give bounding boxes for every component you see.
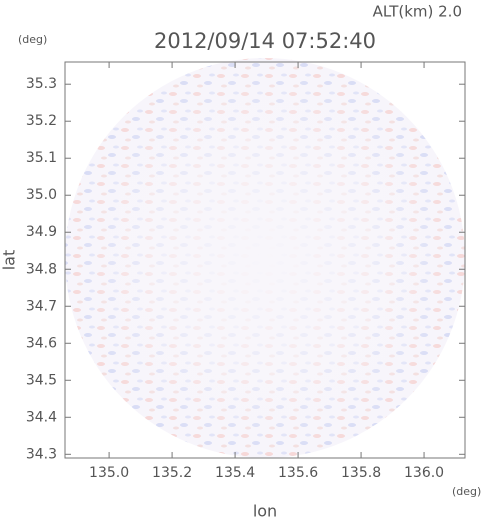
chart-title: 2012/09/14 07:52:40 bbox=[154, 29, 376, 53]
x-tick-label: 135.0 bbox=[89, 465, 129, 481]
x-tick-label: 135.4 bbox=[215, 465, 255, 481]
x-tick-label: 136.0 bbox=[404, 465, 444, 481]
y-tick-label: 34.5 bbox=[26, 372, 57, 388]
y-tick-label: 35.3 bbox=[26, 76, 57, 92]
radar-field-center bbox=[65, 58, 465, 458]
y-tick-label: 35.2 bbox=[26, 113, 57, 129]
y-tick-label: 34.3 bbox=[26, 446, 57, 462]
x-tick-label: 135.6 bbox=[278, 465, 318, 481]
x-axis-label: lon bbox=[253, 502, 277, 521]
x-tick-label: 135.2 bbox=[152, 465, 192, 481]
y-tick-label: 34.9 bbox=[26, 224, 57, 240]
x-tick-label: 135.8 bbox=[341, 465, 381, 481]
y-axis-label: lat bbox=[0, 250, 19, 271]
y-tick-label: 35.0 bbox=[26, 187, 57, 203]
y-tick-label: 34.8 bbox=[26, 261, 57, 277]
y-unit: (deg) bbox=[18, 33, 47, 46]
y-tick-label: 34.6 bbox=[26, 335, 57, 351]
y-tick-label: 34.4 bbox=[26, 409, 57, 425]
x-unit: (deg) bbox=[452, 485, 481, 498]
altitude-label: ALT(km) 2.0 bbox=[373, 3, 462, 21]
y-tick-label: 34.7 bbox=[26, 298, 57, 314]
plot-frame bbox=[64, 61, 466, 459]
y-tick-label: 35.1 bbox=[26, 150, 57, 166]
